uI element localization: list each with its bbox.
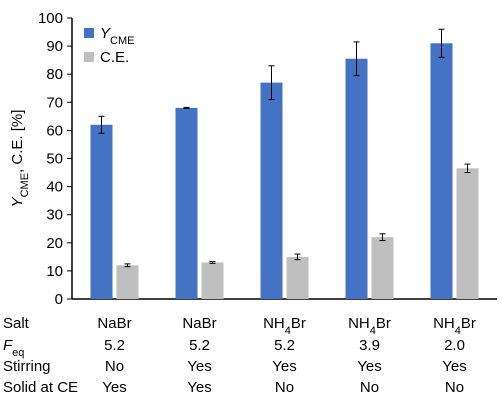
bar-ycme <box>260 82 283 299</box>
legend-swatch-ycme <box>84 28 94 38</box>
row-label: Stirring <box>3 358 51 375</box>
legend-label-ce: C.E. <box>100 49 129 66</box>
y-tick-label: 100 <box>38 10 63 27</box>
y-tick-label: 10 <box>46 263 63 280</box>
row-cell: NH4Br <box>263 315 306 337</box>
bar-ycme <box>430 43 453 299</box>
legend-label-ycme: YCME <box>100 25 134 47</box>
y-tick-label: 60 <box>46 122 63 139</box>
row-cell: NH4Br <box>348 315 391 337</box>
bar-ycme <box>90 124 113 299</box>
bar-ce <box>286 256 309 299</box>
row-cell: Yes <box>187 379 211 396</box>
row-label: Feq <box>3 337 24 359</box>
y-tick-label: 40 <box>46 179 63 196</box>
row-cell: Yes <box>187 358 211 375</box>
bar-ycme <box>345 58 368 300</box>
row-cell: No <box>445 379 464 396</box>
row-label: Solid at CE <box>3 379 78 396</box>
row-cell: 5.2 <box>189 337 210 354</box>
row-cell: Yes <box>102 379 126 396</box>
row-cell: 2.0 <box>444 337 465 354</box>
y-tick-label: 0 <box>55 291 63 308</box>
bar-ce <box>456 168 479 299</box>
row-cell: NaBr <box>182 315 216 332</box>
bar-ce <box>116 265 139 299</box>
y-tick-label: 90 <box>46 38 63 55</box>
row-cell: NH4Br <box>433 315 476 337</box>
y-axis-title: YCME, C.E. [%] <box>9 110 31 208</box>
row-cell: Yes <box>357 358 381 375</box>
row-cell: No <box>275 379 294 396</box>
bar-ce <box>201 262 224 299</box>
y-tick-label: 80 <box>46 66 63 83</box>
row-cell: NaBr <box>97 315 131 332</box>
row-cell: No <box>360 379 379 396</box>
row-cell: Yes <box>442 358 466 375</box>
row-cell: Yes <box>272 358 296 375</box>
bar-ycme <box>175 107 198 299</box>
y-tick-label: 50 <box>46 151 63 168</box>
row-cell: 5.2 <box>274 337 295 354</box>
row-label: Salt <box>3 315 30 332</box>
row-cell: 5.2 <box>104 337 125 354</box>
y-tick-label: 70 <box>46 94 63 111</box>
row-cell: 3.9 <box>359 337 380 354</box>
legend-swatch-ce <box>84 52 94 62</box>
row-cell: No <box>105 358 124 375</box>
bar-ce <box>371 237 394 299</box>
y-tick-label: 30 <box>46 207 63 224</box>
y-tick-label: 20 <box>46 235 63 252</box>
